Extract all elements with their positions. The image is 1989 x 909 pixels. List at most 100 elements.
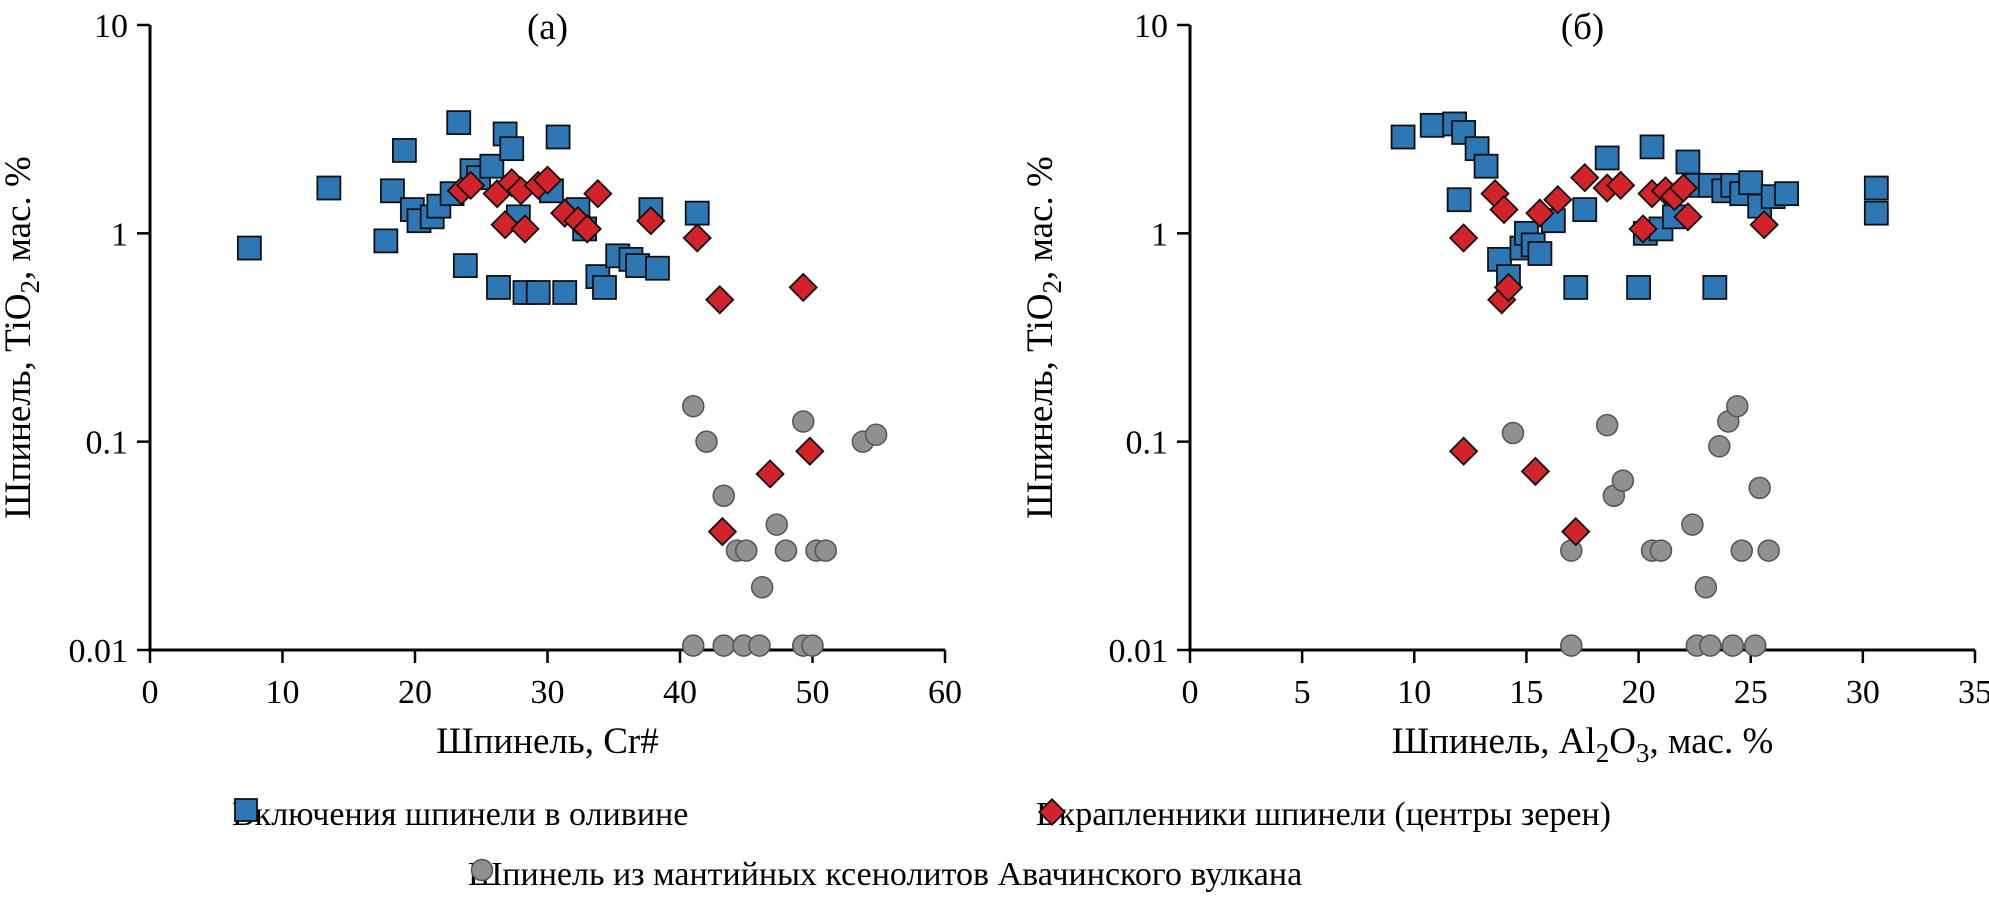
diamond-point [1605, 170, 1636, 201]
legend-item-phenocrysts: Вкрапленники шпинели (центры зерен) [1036, 796, 1611, 834]
red-diamond-icon [1037, 797, 1067, 827]
square-point [1626, 275, 1651, 300]
diamond-point [1561, 516, 1591, 547]
x-tick-label: 40 [663, 674, 697, 711]
x-tick-label: 30 [531, 674, 565, 711]
square-point [1738, 170, 1764, 196]
scatter-panel-b: 0 5 10 15 20 25 30 35 0.01 0.1 1 10 (б) Шпинель, Al2O… [1020, 7, 1989, 768]
gray-circle-icon [470, 858, 494, 882]
square-point [545, 124, 571, 150]
square-point [1594, 145, 1620, 171]
circle-point [1743, 634, 1767, 657]
chart-area: 0 10 20 30 40 50 60 0.01 0.1 1 10 (а) Шпинель, Cr# Шп… [0, 7, 1989, 768]
diamond-point [572, 214, 602, 244]
square-point [1419, 112, 1445, 138]
diamond-point [1448, 223, 1479, 253]
diamond-point [1525, 198, 1555, 228]
scatter-panel-a: 0 10 20 30 40 50 60 0.01 0.1 1 10 (а) Шпинель, Cr# Шп… [0, 7, 962, 762]
square-point [316, 175, 342, 201]
circle-point [814, 539, 837, 562]
y-tick-label: 1 [111, 216, 128, 253]
circle-point [801, 634, 824, 657]
circle-point [864, 423, 888, 446]
x-tick-label: 10 [266, 674, 300, 711]
diamond-point [682, 223, 712, 253]
diamond-point [1673, 202, 1703, 232]
circle-point [791, 410, 815, 433]
diamond-point [788, 272, 818, 303]
circle-point [1757, 539, 1780, 562]
square-point [1446, 187, 1472, 213]
y-axis-title: Шпинель, TiO2, мас. % [0, 156, 45, 519]
legend-label-inclusions: Включения шпинели в оливине [232, 796, 689, 833]
square-point [452, 253, 478, 279]
y-tick-label: 0.01 [69, 633, 129, 670]
y-tick-label: 10 [1134, 8, 1168, 45]
panel-label: (б) [1561, 7, 1604, 48]
circle-point [1501, 421, 1525, 445]
x-axis-title: Шпинель, Al2O3, мас. % [1392, 721, 1774, 768]
diamond-point [490, 210, 520, 240]
diamond-point [1543, 185, 1573, 215]
circle-point [712, 634, 735, 657]
square-point [373, 228, 399, 254]
x-tick-label: 60 [928, 674, 962, 711]
diamond-point [1749, 210, 1779, 240]
circle-point [765, 513, 788, 536]
circle-point [1649, 539, 1673, 562]
circle-point [682, 634, 705, 657]
square-point [1527, 241, 1553, 266]
circle-point [1721, 634, 1745, 657]
legend-label-phenocrysts: Вкрапленники шпинели (центры зерен) [1036, 796, 1611, 833]
square-point [684, 200, 710, 226]
square-point [1390, 124, 1416, 150]
square-point [391, 138, 417, 163]
diamond-point [636, 205, 666, 236]
diamond-point [1668, 173, 1699, 203]
square-point [1572, 197, 1598, 222]
x-tick-label: 20 [1622, 674, 1656, 711]
square-point [446, 110, 472, 136]
diamond-point [532, 165, 563, 195]
x-tick-label: 0 [1182, 674, 1199, 711]
blue-square-marker [234, 798, 258, 822]
square-point [1863, 200, 1889, 226]
diamond-point [455, 170, 486, 201]
circle-point [1726, 394, 1749, 418]
square-point [1675, 149, 1701, 175]
square-point [499, 136, 525, 162]
y-tick-label: 0.01 [1109, 633, 1169, 670]
square-point [1702, 275, 1728, 300]
x-tick-label: 0 [142, 674, 159, 711]
x-axis-title: Шпинель, Cr# [436, 721, 659, 762]
panel-label: (а) [527, 7, 568, 48]
circle-point [748, 634, 771, 657]
circle-point [695, 430, 718, 453]
y-tick-label: 0.1 [86, 425, 129, 462]
legend-label-xenoliths: Шпинель из мантийных ксенолитов Авачинск… [468, 856, 1303, 893]
legend: Включения шпинели в оливине Вкрапленники… [0, 778, 1989, 909]
square-point [380, 178, 405, 204]
red-diamond-marker [1037, 797, 1067, 827]
x-tick-label: 20 [398, 674, 432, 711]
x-tick-label: 25 [1734, 674, 1768, 711]
diamond-point [705, 285, 735, 315]
circle-point [1681, 513, 1704, 536]
square-point [1473, 153, 1499, 179]
blue-square-icon [234, 798, 258, 822]
y-tick-label: 10 [94, 8, 128, 45]
circle-point [1560, 634, 1583, 657]
circle-point [1694, 576, 1718, 599]
diamond-point [795, 436, 825, 466]
circle-point [1708, 435, 1731, 458]
diamond-point [1448, 436, 1479, 466]
circle-point [735, 539, 758, 562]
diamond-point [755, 459, 785, 489]
square-point [525, 280, 551, 305]
legend-item-xenoliths: Шпинель из мантийных ксенолитов Авачинск… [468, 856, 1302, 894]
y-axis-title: Шпинель, TiO2, мас. % [1020, 156, 1067, 519]
square-point [486, 275, 511, 300]
circle-point [774, 539, 798, 562]
circle-point [1595, 413, 1619, 437]
